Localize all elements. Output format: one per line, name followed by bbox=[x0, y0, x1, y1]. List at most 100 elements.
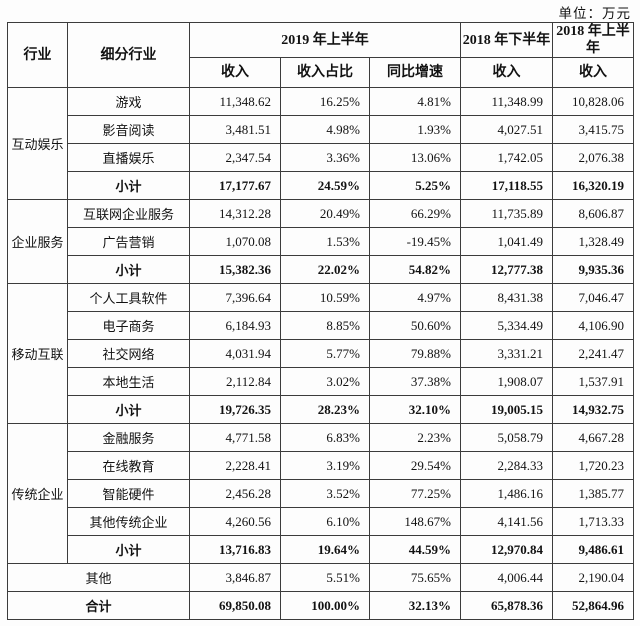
yoy-2019h1-cell: 1.93% bbox=[369, 115, 461, 144]
header-row-periods: 行业 细分行业 2019 年上半年 2018 年下半年 2018 年上半年 bbox=[7, 22, 634, 88]
row-ad-marketing: 广告营销 1,070.08 1.53% -19.45% 1,041.49 1,3… bbox=[8, 227, 634, 256]
revenue-2019h1-cell: 2,228.41 bbox=[189, 451, 281, 480]
yoy-2019h1-cell: 4.97% bbox=[369, 283, 461, 312]
share-2019h1-cell: 6.83% bbox=[280, 423, 370, 452]
yoy-2019h1-cell: 32.10% bbox=[369, 395, 461, 424]
revenue-2019h1-cell: 3,846.87 bbox=[189, 563, 281, 592]
row-video-reading: 影音阅读 3,481.51 4.98% 1.93% 4,027.51 3,415… bbox=[8, 115, 634, 144]
header-2018h2: 2018 年下半年 bbox=[460, 22, 553, 58]
revenue-2019h1-cell: 4,031.94 bbox=[189, 339, 281, 368]
row-other-traditional: 其他传统企业 4,260.56 6.10% 148.67% 4,141.56 1… bbox=[8, 507, 634, 536]
share-2019h1-cell: 22.02% bbox=[280, 255, 370, 284]
sub-industry-cell: 影音阅读 bbox=[67, 115, 190, 144]
subtotal-label: 小计 bbox=[67, 171, 190, 200]
revenue-2018h1-cell: 16,320.19 bbox=[552, 171, 634, 200]
sub-industry-cell: 个人工具软件 bbox=[67, 283, 190, 312]
row-personal-tools: 移动互联 个人工具软件 7,396.64 10.59% 4.97% 8,431.… bbox=[7, 283, 634, 424]
revenue-2018h1-cell: 8,606.87 bbox=[552, 199, 634, 228]
yoy-2019h1-cell: 4.81% bbox=[369, 87, 461, 116]
subtotal-label: 小计 bbox=[67, 395, 190, 424]
share-2019h1-cell: 5.51% bbox=[280, 563, 370, 592]
row-financial-services: 传统企业 金融服务 4,771.58 6.83% 2.23% 5,058.79 … bbox=[7, 423, 634, 564]
yoy-2019h1-cell: -19.45% bbox=[369, 227, 461, 256]
row-subtotal-mobile-internet: 小计 19,726.35 28.23% 32.10% 19,005.15 14,… bbox=[8, 395, 634, 424]
revenue-2018h1-cell: 1,385.77 bbox=[552, 479, 634, 508]
industry-cell: 移动互联 bbox=[7, 283, 68, 424]
row-subtotal-traditional-enterprise: 小计 13,716.83 19.64% 44.59% 12,970.84 9,4… bbox=[8, 535, 634, 564]
revenue-2019h1-cell: 69,850.08 bbox=[189, 591, 281, 620]
revenue-2018h1-cell: 1,713.33 bbox=[552, 507, 634, 536]
revenue-2018h2-cell: 4,027.51 bbox=[460, 115, 553, 144]
total-label: 合计 bbox=[7, 591, 190, 620]
revenue-2018h2-cell: 1,742.05 bbox=[460, 143, 553, 172]
share-2019h1-cell: 4.98% bbox=[280, 115, 370, 144]
row-smart-hardware: 智能硬件 2,456.28 3.52% 77.25% 1,486.16 1,38… bbox=[8, 479, 634, 508]
revenue-2018h1-cell: 3,415.75 bbox=[552, 115, 634, 144]
revenue-2018h2-cell: 12,777.38 bbox=[460, 255, 553, 284]
revenue-2018h1-cell: 1,720.23 bbox=[552, 451, 634, 480]
yoy-2019h1-cell: 44.59% bbox=[369, 535, 461, 564]
row-online-education: 在线教育 2,228.41 3.19% 29.54% 2,284.33 1,72… bbox=[8, 451, 634, 480]
yoy-2019h1-cell: 50.60% bbox=[369, 311, 461, 340]
yoy-2019h1-cell: 29.54% bbox=[369, 451, 461, 480]
row-live-entertainment: 直播娱乐 2,347.54 3.36% 13.06% 1,742.05 2,07… bbox=[8, 143, 634, 172]
revenue-2018h1-cell: 10,828.06 bbox=[552, 87, 634, 116]
revenue-2018h2-cell: 19,005.15 bbox=[460, 395, 553, 424]
revenue-2018h2-cell: 2,284.33 bbox=[460, 451, 553, 480]
revenue-2018h1-cell: 4,106.90 bbox=[552, 311, 634, 340]
revenue-by-industry-table: 行业 细分行业 2019 年上半年 2018 年下半年 2018 年上半年 收入… bbox=[7, 22, 634, 620]
header-row-metrics: 收入 收入占比 同比增速 收入 收入 bbox=[8, 57, 634, 88]
revenue-2018h1-cell: 4,667.28 bbox=[552, 423, 634, 452]
revenue-2018h2-cell: 1,486.16 bbox=[460, 479, 553, 508]
revenue-2019h1-cell: 15,382.36 bbox=[189, 255, 281, 284]
revenue-2018h1-cell: 2,076.38 bbox=[552, 143, 634, 172]
revenue-2018h2-cell: 8,431.38 bbox=[460, 283, 553, 312]
sub-industry-cell: 直播娱乐 bbox=[67, 143, 190, 172]
revenue-2018h2-cell: 17,118.55 bbox=[460, 171, 553, 200]
share-2019h1-cell: 6.10% bbox=[280, 507, 370, 536]
revenue-2019h1-cell: 2,112.84 bbox=[189, 367, 281, 396]
revenue-2019h1-cell: 2,456.28 bbox=[189, 479, 281, 508]
share-2019h1-cell: 16.25% bbox=[280, 87, 370, 116]
row-subtotal-interactive-entertainment: 小计 17,177.67 24.59% 5.25% 17,118.55 16,3… bbox=[8, 171, 634, 200]
sub-industry-cell: 金融服务 bbox=[67, 423, 190, 452]
revenue-2018h1-cell: 2,190.04 bbox=[552, 563, 634, 592]
sub-industry-cell: 社交网络 bbox=[67, 339, 190, 368]
yoy-2019h1-cell: 79.88% bbox=[369, 339, 461, 368]
yoy-2019h1-cell: 32.13% bbox=[369, 591, 461, 620]
industry-cell: 传统企业 bbox=[7, 423, 68, 564]
header-2018h1: 2018 年上半年 bbox=[552, 22, 634, 58]
row-ecommerce: 电子商务 6,184.93 8.85% 50.60% 5,334.49 4,10… bbox=[8, 311, 634, 340]
revenue-2018h2-cell: 4,006.44 bbox=[460, 563, 553, 592]
revenue-2018h2-cell: 5,058.79 bbox=[460, 423, 553, 452]
revenue-2018h1-cell: 9,486.61 bbox=[552, 535, 634, 564]
row-subtotal-enterprise-services: 小计 15,382.36 22.02% 54.82% 12,777.38 9,9… bbox=[8, 255, 634, 284]
share-2019h1-cell: 100.00% bbox=[280, 591, 370, 620]
header-revenue-2018h1: 收入 bbox=[552, 57, 634, 88]
revenue-2019h1-cell: 14,312.28 bbox=[189, 199, 281, 228]
revenue-2018h2-cell: 4,141.56 bbox=[460, 507, 553, 536]
revenue-2018h1-cell: 14,932.75 bbox=[552, 395, 634, 424]
sub-industry-cell: 游戏 bbox=[67, 87, 190, 116]
revenue-2019h1-cell: 17,177.67 bbox=[189, 171, 281, 200]
revenue-2018h1-cell: 7,046.47 bbox=[552, 283, 634, 312]
header-sub-industry: 细分行业 bbox=[67, 22, 190, 88]
subtotal-label: 小计 bbox=[67, 535, 190, 564]
yoy-2019h1-cell: 75.65% bbox=[369, 563, 461, 592]
sub-industry-cell: 广告营销 bbox=[67, 227, 190, 256]
row-gaming: 互动娱乐 游戏 11,348.62 16.25% 4.81% 11,348.99… bbox=[7, 87, 634, 200]
yoy-2019h1-cell: 66.29% bbox=[369, 199, 461, 228]
sub-industry-cell: 互联网企业服务 bbox=[67, 199, 190, 228]
header-revenue-share: 收入占比 bbox=[280, 57, 370, 88]
share-2019h1-cell: 8.85% bbox=[280, 311, 370, 340]
sub-industry-cell: 本地生活 bbox=[67, 367, 190, 396]
yoy-2019h1-cell: 77.25% bbox=[369, 479, 461, 508]
revenue-2018h2-cell: 5,334.49 bbox=[460, 311, 553, 340]
row-social-network: 社交网络 4,031.94 5.77% 79.88% 3,331.21 2,24… bbox=[8, 339, 634, 368]
share-2019h1-cell: 10.59% bbox=[280, 283, 370, 312]
revenue-2018h1-cell: 1,537.91 bbox=[552, 367, 634, 396]
share-2019h1-cell: 3.36% bbox=[280, 143, 370, 172]
revenue-2019h1-cell: 4,260.56 bbox=[189, 507, 281, 536]
share-2019h1-cell: 24.59% bbox=[280, 171, 370, 200]
header-revenue: 收入 bbox=[189, 57, 281, 88]
